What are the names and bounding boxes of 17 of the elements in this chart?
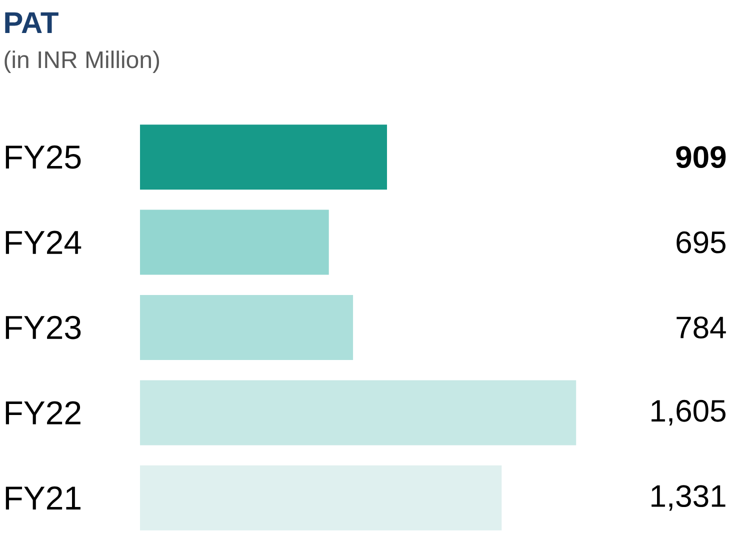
bar [140, 380, 576, 446]
bar [140, 295, 354, 360]
data-label: 1,605 [652, 400, 726, 426]
y-tick-label: FY21 [6, 486, 80, 510]
chart-subtitle: (in INR Million) [4, 50, 160, 73]
y-tick-label: FY23 [6, 316, 81, 340]
data-label: 1,331 [652, 485, 726, 511]
data-label: 784 [676, 316, 726, 338]
chart-title: PAT [5, 12, 58, 33]
bar [140, 210, 329, 275]
data-label: 695 [676, 231, 726, 254]
y-tick-label: FY24 [6, 230, 82, 254]
y-tick-label: FY25 [6, 145, 81, 169]
data-label: 909 [676, 146, 726, 168]
bar [140, 124, 387, 190]
bar [140, 465, 502, 530]
y-tick-label: FY22 [6, 401, 80, 424]
